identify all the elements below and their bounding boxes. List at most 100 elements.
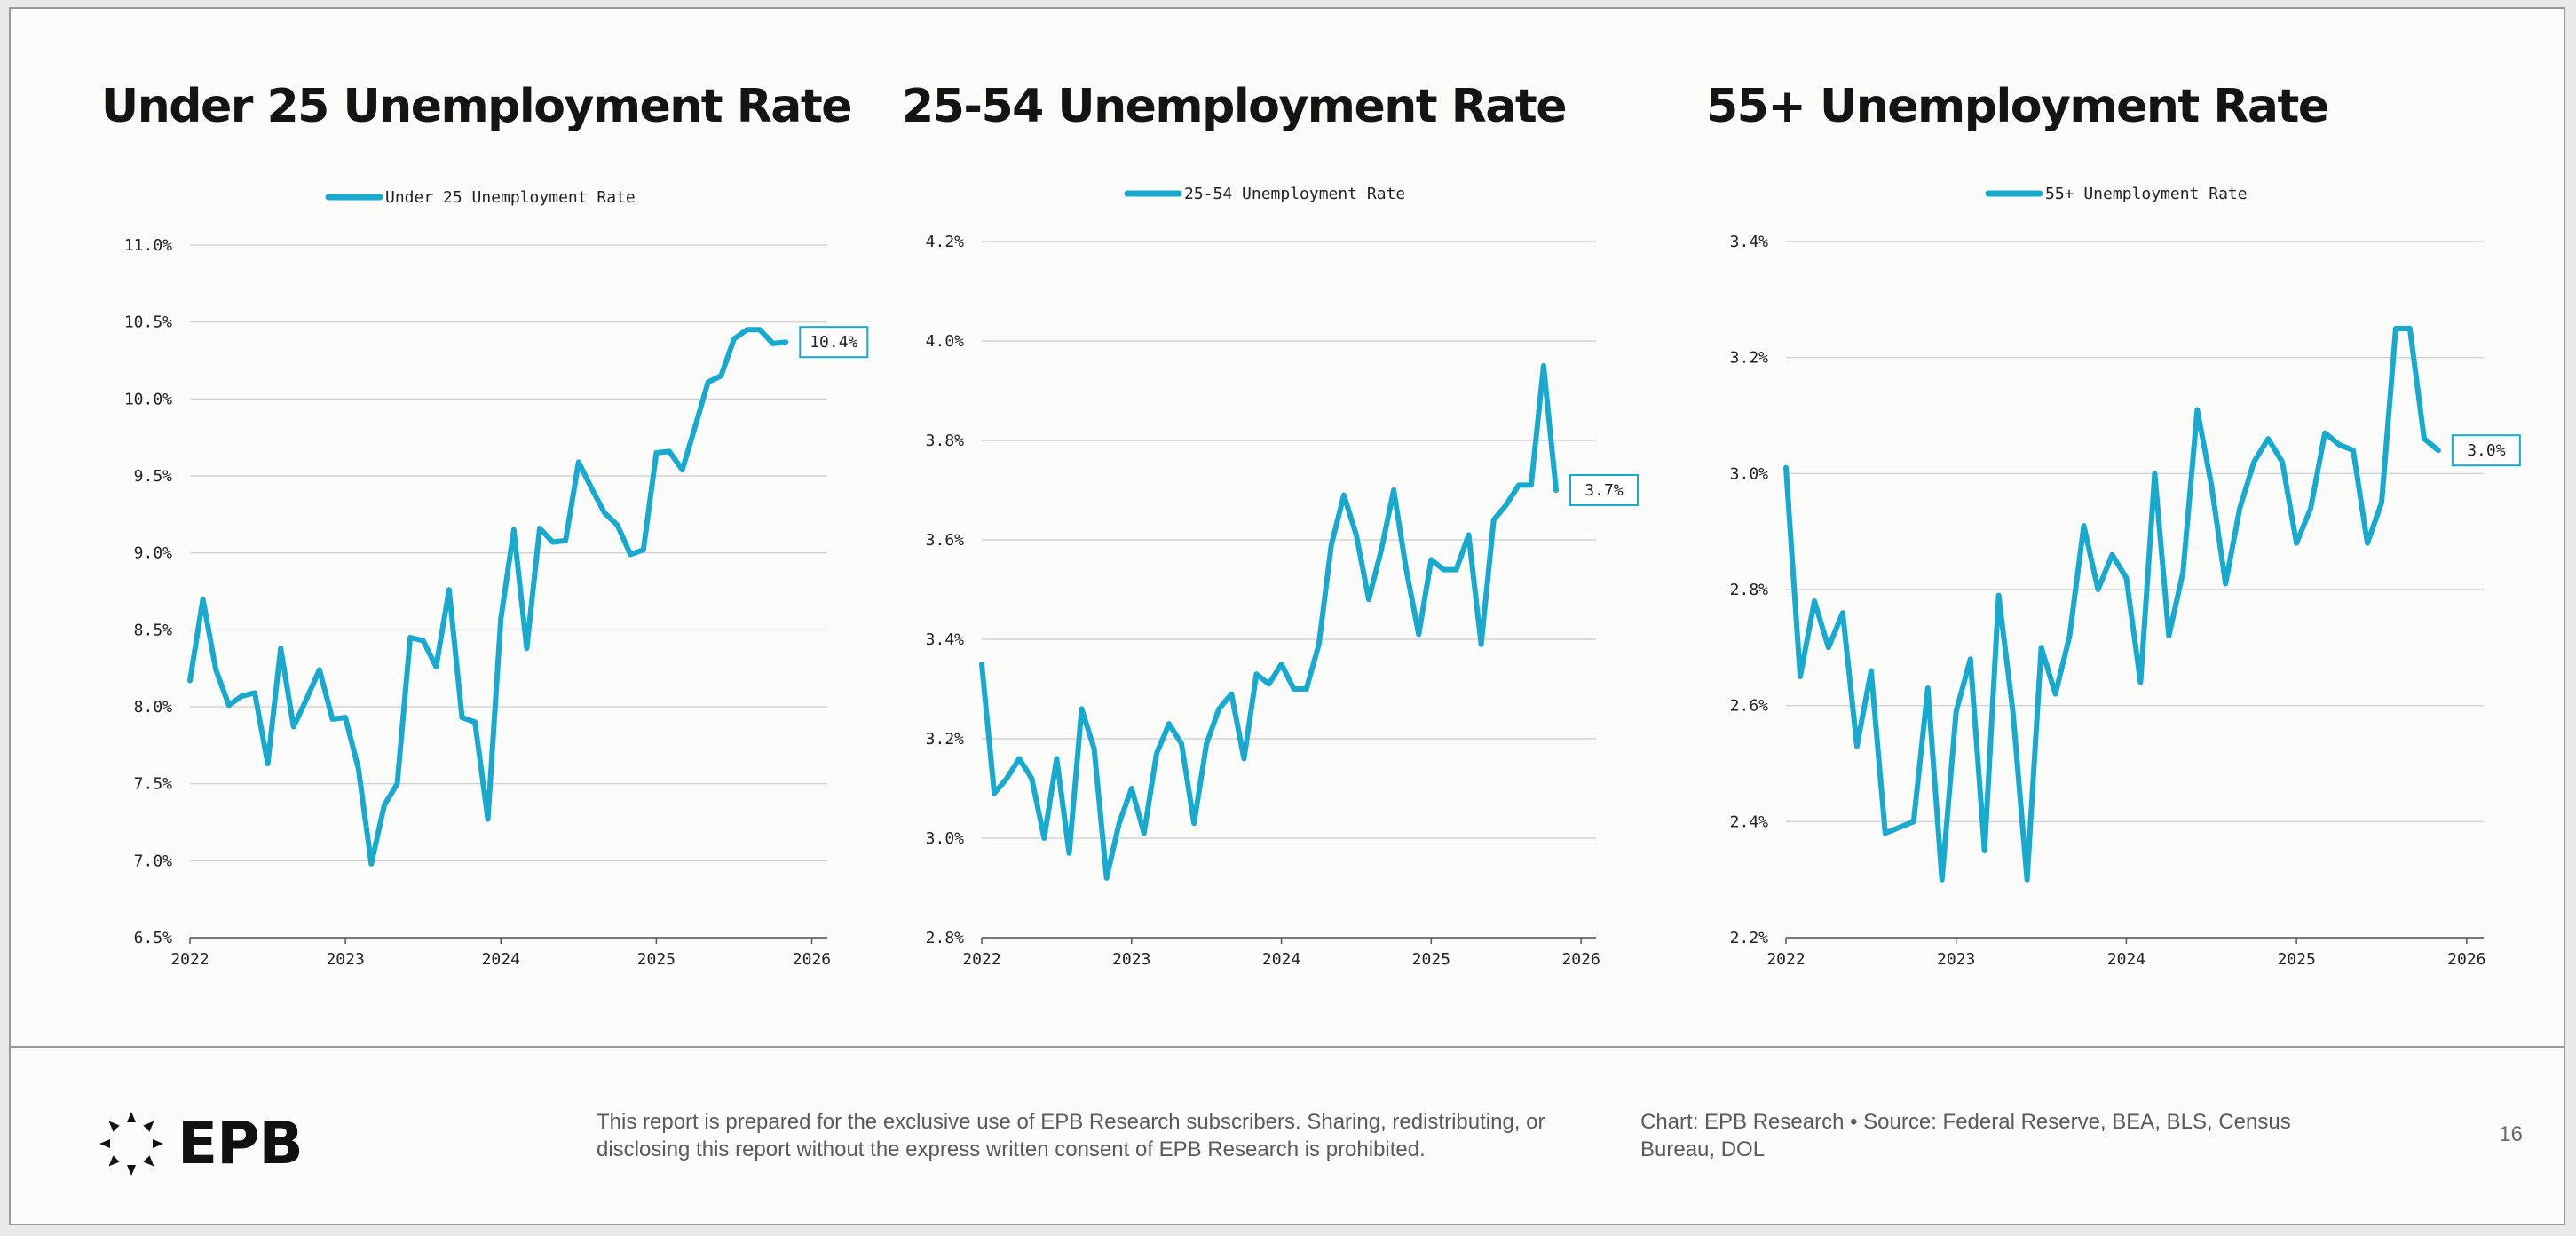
y-tick-label: 2.8% <box>1730 581 1769 599</box>
data-point <box>2041 646 2043 648</box>
y-tick-label: 2.4% <box>1730 812 1769 831</box>
data-point <box>2083 525 2084 527</box>
y-tick-label: 3.4% <box>1730 233 1769 251</box>
end-value-box <box>2451 434 2521 467</box>
data-point <box>2423 438 2425 440</box>
data-point <box>629 553 631 555</box>
chart-panel-55-plus: 55+ Unemployment Rate 2.2% 2.4% 2.6% 2.8% 3.… <box>1703 9 2555 1039</box>
data-point <box>1543 365 1545 367</box>
x-tick-label: 2026 <box>1561 950 1600 969</box>
footer-source-credit: Chart: EPB Research • Source: Federal Re… <box>1640 1110 2291 1161</box>
data-point <box>1785 467 1787 469</box>
data-point <box>370 863 372 865</box>
data-point <box>267 763 269 765</box>
data-point <box>617 525 619 526</box>
y-tick-label: 3.0% <box>1730 464 1769 483</box>
data-point <box>1055 757 1057 759</box>
data-point <box>1518 484 1520 486</box>
data-point <box>383 804 385 806</box>
data-point <box>2125 577 2127 579</box>
data-point <box>604 512 605 514</box>
data-point <box>2210 484 2212 486</box>
y-tick-label: 8.5% <box>134 621 173 639</box>
data-point <box>474 721 476 723</box>
y-tick-label: 7.0% <box>134 852 173 870</box>
legend-label: Under 25 Unemployment Rate <box>385 188 636 207</box>
data-point <box>397 783 398 785</box>
data-point <box>500 618 502 620</box>
data-point <box>2352 449 2354 451</box>
data-point <box>2196 409 2198 410</box>
y-tick-label: 7.5% <box>134 775 173 794</box>
data-point <box>189 680 191 681</box>
legend-label: 25-54 Unemployment Rate <box>1184 185 1405 203</box>
data-point <box>1255 673 1257 675</box>
x-tick-label: 2025 <box>2277 950 2315 969</box>
x-tick-label: 2026 <box>793 950 831 969</box>
y-tick-label: 6.5% <box>134 929 173 947</box>
data-point <box>981 663 983 665</box>
data-point <box>643 549 644 551</box>
data-point <box>1418 633 1419 635</box>
y-tick-label: 3.2% <box>926 730 965 749</box>
data-point <box>2324 432 2326 434</box>
data-point <box>1205 743 1207 745</box>
data-point <box>2069 635 2070 637</box>
x-tick-label: 2025 <box>637 950 676 969</box>
report-page: Under 25 Unemployment Rate 6.5% 7.0% 7.5% 8… <box>9 7 2565 1225</box>
x-tick-label: 2024 <box>482 950 520 969</box>
epb-logo: EPB <box>98 1108 364 1179</box>
x-tick-label: 2024 <box>1262 950 1300 969</box>
data-point <box>1481 644 1482 646</box>
x-tick-label: 2024 <box>2107 950 2145 969</box>
data-point <box>1118 822 1120 824</box>
data-point <box>525 647 527 649</box>
data-point <box>707 381 709 383</box>
data-point <box>539 527 541 529</box>
chart-title-55-plus: 55+ Unemployment Rate <box>1706 80 2329 133</box>
x-tick-label: 2022 <box>962 950 1000 969</box>
x-tick-label: 2022 <box>1766 950 1805 969</box>
age-25-54-chart: 2.8% 3.0% 3.2% 3.4% 3.6% 3.8% 4.0% 4.2% 2022 2023… <box>926 185 1639 969</box>
data-point <box>1555 489 1557 491</box>
data-point <box>993 793 995 795</box>
data-point <box>228 704 230 706</box>
under-25-chart: 6.5% 7.0% 7.5% 8.0% 8.5% 9.0% 9.5% 10.0% 10.5% 11… <box>124 188 869 969</box>
y-tick-label: 4.0% <box>926 332 965 351</box>
data-point <box>1230 693 1232 695</box>
data-point <box>1106 877 1108 879</box>
data-point <box>1156 753 1158 755</box>
data-point <box>1393 489 1395 491</box>
data-point <box>293 726 295 727</box>
data-point <box>1927 687 1929 689</box>
data-point <box>1405 569 1407 571</box>
data-point <box>1941 879 1943 881</box>
data-point <box>202 598 204 600</box>
data-point <box>1870 670 1872 671</box>
page-number: 16 <box>2499 1122 2523 1146</box>
x-tick-label: 2023 <box>1112 950 1150 969</box>
data-point <box>332 718 333 720</box>
x-tick-label: 2022 <box>170 950 209 969</box>
epb-logo-icon <box>99 1112 163 1176</box>
data-point <box>1193 822 1195 824</box>
y-tick-label: 9.0% <box>134 544 173 563</box>
data-point <box>358 767 360 769</box>
x-tick-label: 2023 <box>1937 950 1975 969</box>
y-tick-label: 4.2% <box>926 233 965 251</box>
end-value-box <box>799 326 869 359</box>
data-point <box>1970 658 1972 660</box>
data-point <box>2012 710 2014 712</box>
x-tick-label: 2026 <box>2447 950 2485 969</box>
series-line <box>979 363 1559 881</box>
data-point <box>772 343 774 345</box>
data-point <box>1380 549 1382 551</box>
age-55-plus-chart: 2.2% 2.4% 2.6% 2.8% 3.0% 3.2% 3.4% 2022 2023 2024… <box>1730 185 2521 969</box>
chart-panel-25-54: 25-54 Unemployment Rate 2.8% 3.0% 3.2% 3.4%… <box>898 9 1750 1039</box>
data-point <box>2338 444 2340 446</box>
data-point <box>1456 569 1457 571</box>
data-point <box>2111 554 2113 556</box>
data-point <box>1306 688 1308 690</box>
data-point <box>1368 598 1370 600</box>
chart-title-25-54: 25-54 Unemployment Rate <box>902 80 1567 133</box>
